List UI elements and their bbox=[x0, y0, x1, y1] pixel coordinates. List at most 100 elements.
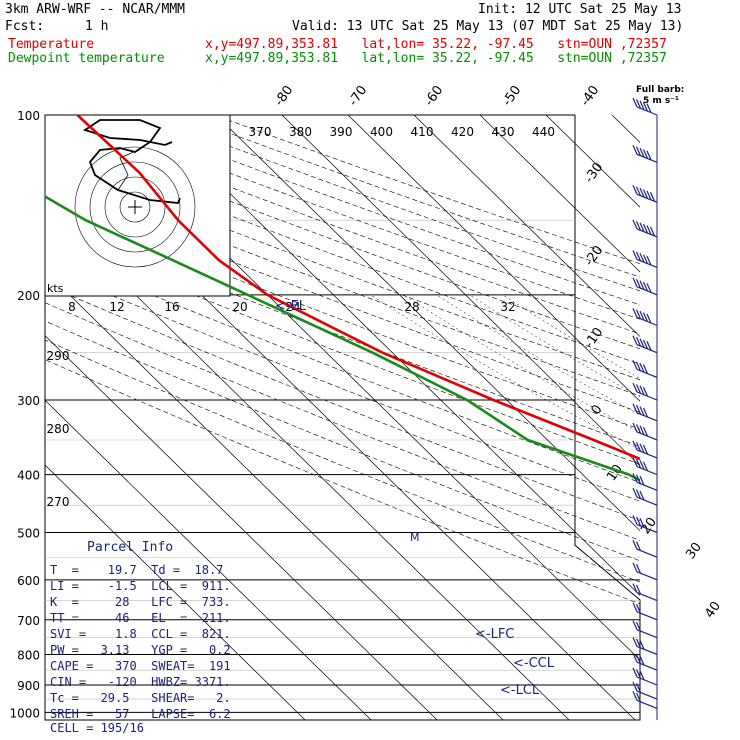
wind-barb-flag bbox=[635, 669, 642, 679]
dry-adiabat bbox=[45, 157, 640, 381]
wind-barb-flag bbox=[642, 101, 649, 112]
forecast-hour: 1 h bbox=[85, 19, 109, 34]
dewpoint-legend: Dewpoint temperature bbox=[8, 51, 165, 66]
lfc-marker: M bbox=[410, 531, 420, 544]
wind-barb-flag bbox=[635, 404, 642, 415]
wind-barb-flag bbox=[642, 339, 649, 350]
wind-barb-flag bbox=[635, 474, 642, 485]
wind-barb-flag bbox=[632, 219, 638, 230]
hodograph-speed-tick: 20 bbox=[232, 300, 247, 314]
hodograph-speed-tick: 32 bbox=[500, 300, 515, 314]
wind-barb-flag bbox=[646, 190, 652, 201]
parcel-row: SVI = 1.8 CCL = 821. bbox=[50, 627, 231, 641]
temperature-tick-label: -70 bbox=[346, 83, 370, 109]
level-marker: <-LCL bbox=[500, 683, 540, 698]
wind-barb-flag bbox=[639, 362, 645, 373]
temperature-tick-label: -50 bbox=[500, 83, 524, 109]
wind-barb-flag bbox=[639, 443, 645, 453]
isotherm-line bbox=[479, 115, 640, 273]
wind-barb-flag bbox=[635, 654, 642, 664]
pressure-tick-label: 300 bbox=[17, 394, 40, 408]
full-barb-label: Full barb: bbox=[636, 85, 685, 95]
wind-barb-flag bbox=[639, 655, 645, 666]
hodograph-ring bbox=[104, 176, 166, 238]
parcel-row: SREH = 57 LAPSE= 6.2 bbox=[50, 707, 231, 721]
temperature-tick-label: 40 bbox=[702, 599, 724, 621]
hodograph-storm bbox=[117, 149, 139, 191]
wind-barb-flag bbox=[632, 360, 638, 370]
dry-adiabat bbox=[45, 267, 640, 502]
isotherm-line bbox=[215, 115, 640, 532]
profiles bbox=[45, 115, 640, 482]
pressure-tick-label: 200 bbox=[17, 289, 40, 303]
forecast-label: Fcst: bbox=[5, 19, 45, 34]
parcel-row: PW = 3.13 YGP = 0.2 bbox=[50, 643, 231, 657]
temperature-tick-label: -30 bbox=[582, 160, 606, 186]
hodograph-frame bbox=[44, 114, 231, 297]
theta-label: 420 bbox=[451, 125, 474, 139]
dry-adiabat bbox=[45, 359, 640, 605]
wind-barb-flag bbox=[639, 475, 645, 486]
isotherm-line bbox=[45, 335, 438, 720]
hodograph-ring bbox=[89, 161, 181, 253]
isotherm-line bbox=[413, 115, 640, 338]
wind-barb-flag bbox=[639, 460, 645, 470]
wind-barb-flag bbox=[632, 652, 638, 663]
level-marker: <-EL bbox=[275, 299, 307, 314]
wind-barb-flag bbox=[635, 541, 642, 551]
dry-adiabat bbox=[45, 186, 640, 413]
full-barb-value: 5 m s⁻¹ bbox=[643, 96, 679, 106]
wind-barb-flag bbox=[635, 99, 642, 109]
wind-barb-flag bbox=[635, 489, 642, 499]
wind-barb-flag bbox=[642, 426, 649, 437]
diagram-grid: 100200300400500600700800900100023581220-… bbox=[9, 83, 724, 721]
wind-barb-flag bbox=[642, 312, 649, 322]
hodograph-speed-tick: 8 bbox=[68, 300, 76, 314]
wind-barb-flag bbox=[639, 253, 645, 263]
wind-barb-flag bbox=[632, 185, 638, 195]
temperature-tick-label: -60 bbox=[422, 83, 446, 109]
dry-adiabat bbox=[45, 284, 640, 521]
pressure-tick-label: 800 bbox=[17, 648, 40, 662]
wind-barb-flag bbox=[639, 640, 645, 650]
wind-barb-flag bbox=[635, 621, 642, 632]
wind-barb-flag bbox=[639, 187, 645, 198]
dry-adiabat bbox=[180, 115, 640, 278]
init-time: Init: 12 UTC Sat 25 May 13 bbox=[478, 2, 682, 17]
isotherm-line bbox=[45, 399, 372, 720]
dewpoint-profile bbox=[45, 195, 640, 482]
wind-barb-flag bbox=[632, 457, 638, 467]
temperature-profile bbox=[76, 115, 640, 461]
wind-barb-flag bbox=[639, 338, 645, 348]
pressure-tick-label: 600 bbox=[17, 574, 40, 588]
isotherm-line bbox=[149, 115, 640, 596]
wind-barb-flag bbox=[632, 440, 638, 451]
isotherm-line bbox=[45, 464, 306, 720]
wind-barb-flag bbox=[632, 602, 638, 613]
pressure-tick-label: 500 bbox=[17, 527, 40, 541]
wind-barb-flag bbox=[649, 192, 656, 202]
isotherm-line bbox=[347, 115, 640, 402]
wind-barb-flag bbox=[635, 278, 642, 289]
wind-barb-flag bbox=[639, 406, 645, 416]
wind-barb-flag bbox=[639, 147, 645, 158]
model-title: 3km ARW-WRF -- NCAR/MMM bbox=[5, 2, 186, 17]
wind-barb-flag bbox=[642, 189, 649, 199]
wind-barb-flag bbox=[632, 145, 638, 155]
wind-barb-flag bbox=[642, 364, 649, 374]
parcel-row: Tc = 29.5 SHEAR= 2. bbox=[50, 691, 231, 705]
dry-adiabat bbox=[45, 233, 640, 465]
theta-label: 390 bbox=[330, 125, 353, 139]
moist-adiabat bbox=[403, 294, 640, 433]
wind-barb-flag bbox=[632, 97, 638, 108]
isotherm-line bbox=[281, 115, 640, 467]
level-marker: <-LFC bbox=[475, 627, 514, 642]
temperature-tick-label: -40 bbox=[578, 83, 602, 109]
wind-barb-flag bbox=[632, 422, 638, 433]
wind-barb-flag bbox=[639, 490, 645, 501]
wind-barb-flag bbox=[632, 691, 638, 701]
wind-barb-flag bbox=[642, 386, 649, 397]
parcel-row: TT = 46 EL = 211. bbox=[50, 611, 231, 625]
wind-barb-flag bbox=[635, 638, 642, 649]
